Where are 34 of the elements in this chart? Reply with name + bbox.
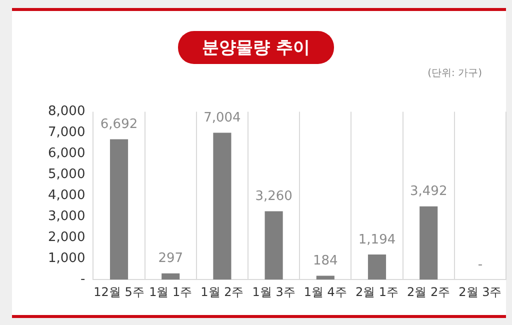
x-tick-label: 1월 2주 [200, 284, 244, 299]
chart-title: 분양물량 추이 [178, 31, 334, 64]
x-tick-label: 1월 1주 [149, 284, 192, 299]
data-label: 6,692 [100, 117, 138, 132]
y-tick-label: 7,000 [48, 125, 86, 140]
x-tick-label: 1월 4주 [304, 284, 347, 299]
bar [368, 254, 386, 280]
data-label: 184 [312, 254, 338, 269]
y-tick-label: 2,000 [48, 230, 86, 246]
bar [316, 276, 334, 280]
y-tick-label: 3,000 [48, 209, 86, 224]
data-label: 297 [158, 251, 184, 266]
x-tick-label: 2월 2주 [407, 284, 450, 299]
bar [110, 139, 128, 280]
y-tick-label: 1,000 [48, 251, 86, 266]
x-tick-label: 12월 5주 [94, 284, 144, 299]
bar [162, 273, 180, 280]
y-tick-label: 4,000 [48, 188, 86, 204]
data-label: 3,492 [410, 184, 448, 200]
text: (단위: 가구) [428, 67, 482, 80]
data-label: 1,194 [358, 232, 396, 248]
y-tick-label: 8,000 [48, 104, 86, 120]
data-label: 7,004 [204, 110, 241, 126]
bar [264, 211, 283, 280]
y-tick-label: 5,000 [48, 167, 86, 182]
bar [213, 132, 232, 280]
data-label: 3,260 [255, 189, 292, 204]
y-tick-label: - [80, 272, 86, 287]
x-tick-label: 2월 3주 [458, 284, 502, 299]
y-tick-label: 6,000 [48, 146, 86, 162]
x-tick-label: 1월 3주 [252, 284, 296, 299]
data-label: - [478, 257, 483, 272]
bar [420, 206, 438, 280]
x-tick-label: 2월 1주 [355, 284, 399, 299]
